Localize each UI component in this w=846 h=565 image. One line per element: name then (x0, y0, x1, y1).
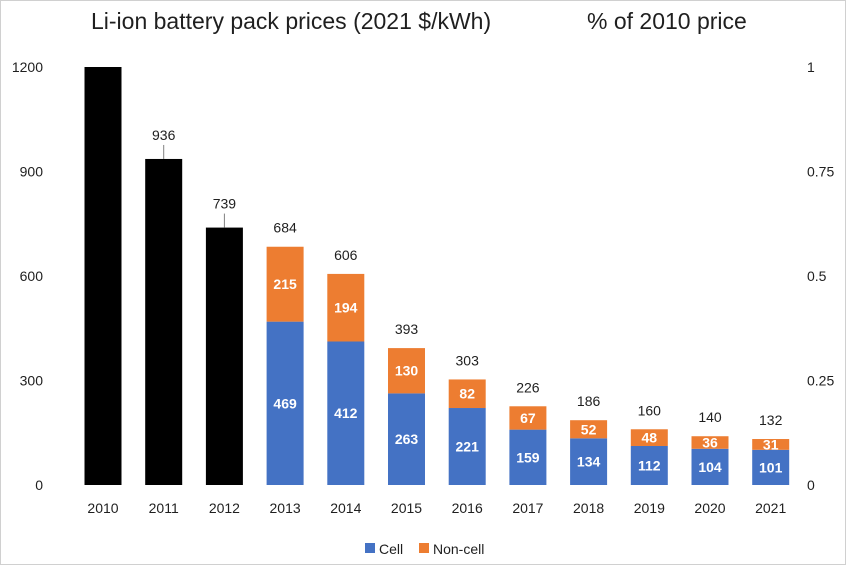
x-axis: 2010 2011 2012 2013 2014 2015 2016 2017 2018 2019… (87, 500, 786, 516)
y-tick-label: 900 (20, 164, 44, 180)
total-label: 606 (334, 247, 358, 263)
bar-cell (327, 341, 365, 485)
non-cell-value-label: 194 (334, 300, 358, 316)
cell-value-label: 469 (273, 395, 297, 411)
non-cell-value-label: 36 (702, 435, 718, 451)
x-tick-label: 2014 (330, 500, 361, 516)
non-cell-value-label: 52 (581, 421, 597, 437)
secondary-axis-title: % of 2010 price (587, 8, 747, 34)
legend-label-cell: Cell (379, 541, 403, 557)
total-label: 226 (516, 379, 540, 395)
total-label: 140 (698, 409, 722, 425)
y-tick-label: 0 (35, 477, 43, 493)
bar-group: 936 739 469 215 684 412 194 606 263 130 393 221 82 30… (84, 67, 790, 485)
cell-value-label: 221 (456, 439, 480, 455)
x-tick-label: 2016 (452, 500, 483, 516)
cell-value-label: 159 (516, 449, 540, 465)
bar-non-cell (691, 436, 729, 449)
legend-swatch-cell (365, 543, 375, 553)
bar-non-cell (752, 439, 790, 450)
bar-total (205, 227, 243, 485)
bar-cell (509, 429, 547, 485)
non-cell-value-label: 215 (273, 276, 297, 292)
x-tick-label: 2018 (573, 500, 604, 516)
total-label: 303 (456, 352, 480, 368)
total-label: 739 (213, 196, 237, 212)
y2-tick-label: 0.75 (807, 164, 834, 180)
chart-title: Li-ion battery pack prices (2021 $/kWh) (91, 8, 491, 34)
bar-cell (266, 321, 304, 485)
cell-value-label: 263 (395, 431, 419, 447)
bar-non-cell (388, 348, 425, 394)
y-tick-label: 1200 (12, 59, 43, 75)
bar-non-cell (570, 420, 608, 439)
legend-label-non-cell: Non-cell (433, 541, 484, 557)
bar-cell (570, 438, 608, 485)
x-tick-label: 2019 (634, 500, 665, 516)
bar-non-cell (448, 379, 486, 409)
y-tick-label: 600 (20, 268, 44, 284)
x-tick-label: 2021 (755, 500, 786, 516)
bar-non-cell (266, 246, 304, 322)
cell-value-label: 412 (334, 405, 358, 421)
bar-total (84, 67, 122, 485)
x-tick-label: 2015 (391, 500, 422, 516)
total-label: 684 (273, 220, 297, 236)
y2-tick-label: 0.5 (807, 268, 827, 284)
total-label: 393 (395, 321, 419, 337)
cell-value-label: 101 (759, 459, 783, 475)
total-label: 160 (638, 402, 662, 418)
y2-tick-label: 0.25 (807, 373, 834, 389)
legend-swatch-non-cell (419, 543, 429, 553)
y2-tick-label: 1 (807, 59, 815, 75)
bar-cell (752, 449, 790, 485)
bar-cell (448, 408, 486, 485)
non-cell-value-label: 82 (459, 386, 475, 402)
total-label: 936 (152, 127, 176, 143)
x-tick-label: 2011 (149, 500, 179, 516)
x-tick-label: 2013 (270, 500, 301, 516)
bar-cell (691, 448, 729, 485)
x-tick-label: 2012 (209, 500, 240, 516)
legend: Cell Non-cell (365, 541, 484, 557)
bar-total (145, 158, 183, 485)
non-cell-value-label: 48 (642, 430, 658, 446)
total-label: 132 (759, 412, 783, 428)
y-tick-label: 300 (20, 373, 44, 389)
cell-value-label: 104 (698, 459, 722, 475)
cell-value-label: 112 (638, 457, 661, 473)
total-label: 186 (577, 393, 601, 409)
y2-tick-label: 0 (807, 477, 815, 493)
bar-non-cell (327, 273, 365, 342)
bar-cell (388, 393, 425, 485)
x-tick-label: 2017 (512, 500, 543, 516)
bar-non-cell (630, 429, 668, 446)
non-cell-value-label: 31 (763, 436, 779, 452)
x-tick-label: 2020 (694, 500, 725, 516)
non-cell-value-label: 130 (395, 363, 419, 379)
x-tick-label: 2010 (87, 500, 118, 516)
y-axis-left: 0 300 600 900 1200 (12, 59, 43, 493)
bar-cell (630, 445, 668, 485)
y-axis-right: 0 0.25 0.5 0.75 1 (807, 59, 834, 493)
bar-non-cell (509, 406, 547, 430)
cell-value-label: 134 (577, 454, 601, 470)
non-cell-value-label: 67 (520, 410, 536, 426)
